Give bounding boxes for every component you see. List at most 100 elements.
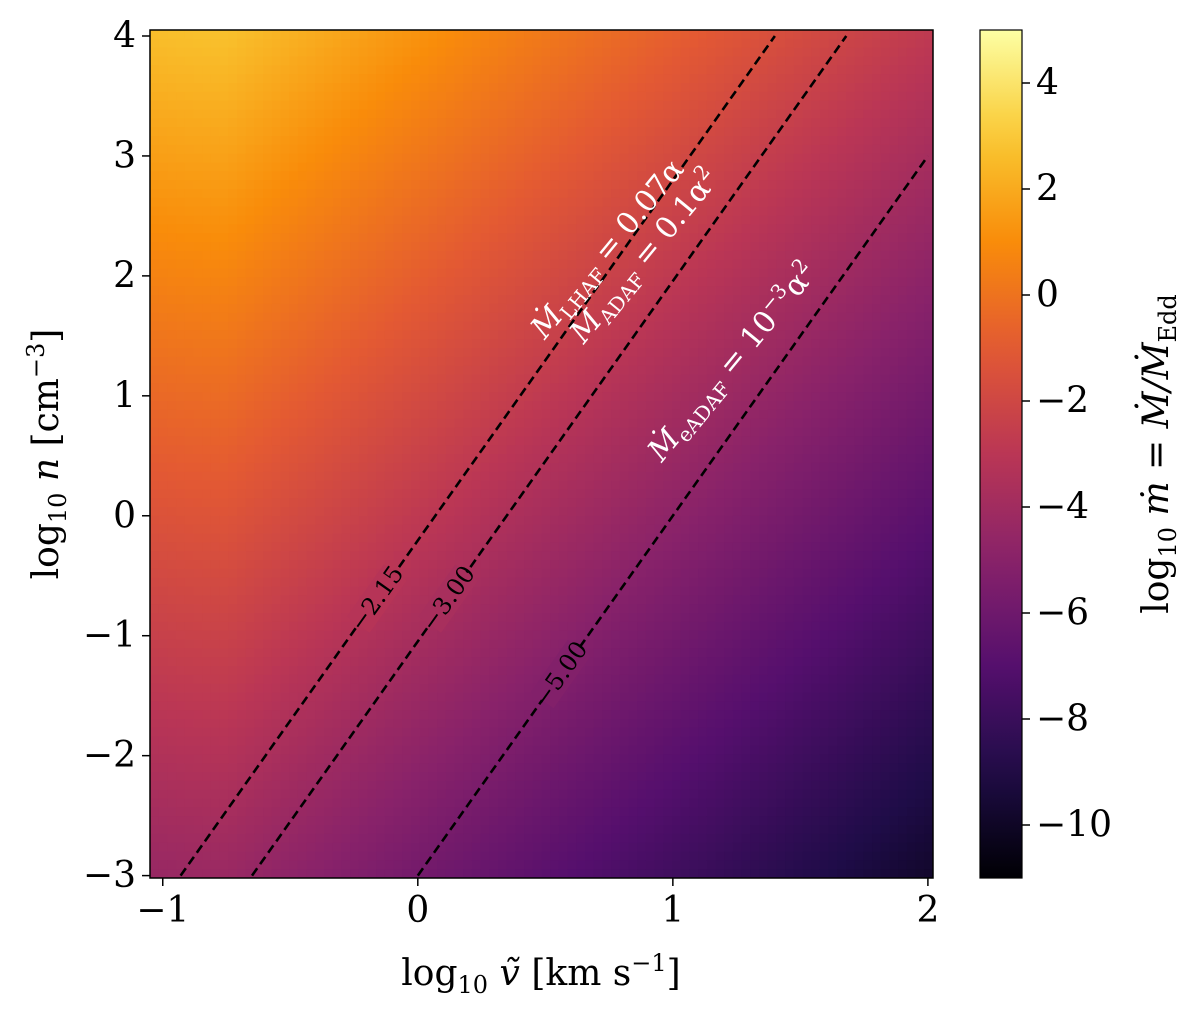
heatmap-cell bbox=[437, 109, 447, 119]
heatmap-cell bbox=[428, 118, 438, 128]
heatmap-cell bbox=[480, 719, 490, 729]
heatmap-cell bbox=[576, 604, 586, 614]
heatmap-cell bbox=[271, 100, 282, 111]
heatmap-cell bbox=[411, 533, 421, 543]
heatmap-cell bbox=[463, 666, 473, 676]
heatmap-cell bbox=[341, 365, 351, 376]
heatmap-cell bbox=[419, 560, 429, 570]
heatmap-cell bbox=[567, 683, 577, 694]
heatmap-cell bbox=[341, 418, 351, 429]
heatmap-cell bbox=[167, 189, 177, 199]
heatmap-cell bbox=[237, 524, 247, 535]
heatmap-cell bbox=[367, 127, 377, 137]
heatmap-cell bbox=[428, 657, 438, 667]
heatmap-cell bbox=[315, 392, 325, 402]
heatmap-cell bbox=[593, 295, 603, 305]
heatmap-cell bbox=[306, 74, 316, 84]
heatmap-cell bbox=[532, 745, 543, 755]
heatmap-cell bbox=[576, 250, 586, 261]
heatmap-cell bbox=[341, 401, 351, 411]
heatmap-cell bbox=[219, 277, 229, 287]
heatmap-cell bbox=[297, 604, 308, 614]
heatmap-cell bbox=[193, 427, 203, 437]
heatmap-cell bbox=[150, 639, 160, 649]
heatmap-cell bbox=[419, 189, 429, 199]
heatmap-cell bbox=[402, 224, 412, 234]
heatmap-cell bbox=[506, 657, 516, 667]
heatmap-cell bbox=[263, 418, 273, 429]
heatmap-cell bbox=[237, 233, 247, 243]
heatmap-cell bbox=[237, 454, 247, 464]
heatmap-cell bbox=[184, 666, 195, 676]
heatmap-cell bbox=[306, 427, 316, 437]
heatmap-cell bbox=[158, 303, 168, 314]
heatmap-cell bbox=[210, 206, 221, 217]
heatmap-cell bbox=[150, 303, 160, 314]
heatmap-cell bbox=[358, 630, 369, 641]
heatmap-cell bbox=[280, 427, 290, 437]
heatmap-cell bbox=[210, 798, 221, 808]
heatmap-cell bbox=[445, 365, 456, 376]
heatmap-cell bbox=[193, 613, 203, 623]
heatmap-cell bbox=[567, 825, 577, 835]
heatmap-cell bbox=[332, 630, 342, 641]
heatmap-cell bbox=[332, 542, 342, 552]
heatmap-cell bbox=[184, 427, 195, 437]
heatmap-cell bbox=[280, 586, 290, 596]
heatmap-cell bbox=[176, 83, 186, 93]
heatmap-cell bbox=[219, 171, 229, 181]
heatmap-cell bbox=[245, 30, 255, 40]
heatmap-cell bbox=[254, 242, 264, 252]
heatmap-cell bbox=[289, 445, 299, 455]
heatmap-cell bbox=[393, 127, 403, 137]
heatmap-cell bbox=[428, 471, 438, 482]
heatmap-cell bbox=[245, 153, 255, 164]
heatmap-cell bbox=[384, 56, 395, 66]
heatmap-cell bbox=[393, 454, 403, 464]
heatmap-cell bbox=[454, 330, 464, 340]
heatmap-cell bbox=[515, 586, 525, 596]
heatmap-cell bbox=[271, 816, 282, 826]
heatmap-cell bbox=[219, 418, 229, 429]
heatmap-cell bbox=[341, 692, 351, 702]
heatmap-cell bbox=[280, 180, 290, 190]
heatmap-cell bbox=[263, 745, 273, 755]
heatmap-cell bbox=[245, 524, 255, 535]
heatmap-cell bbox=[332, 224, 342, 234]
heatmap-cell bbox=[550, 736, 560, 747]
heatmap-cell bbox=[532, 100, 543, 111]
heatmap-cell bbox=[245, 38, 255, 49]
heatmap-cell bbox=[324, 348, 334, 358]
heatmap-cell bbox=[593, 577, 603, 588]
heatmap-cell bbox=[524, 180, 534, 190]
heatmap-cell bbox=[515, 807, 525, 817]
heatmap-cell bbox=[384, 657, 395, 667]
heatmap-cell bbox=[506, 189, 516, 199]
heatmap-cell bbox=[150, 701, 160, 711]
heatmap-cell bbox=[376, 242, 386, 252]
heatmap-cell bbox=[176, 374, 186, 384]
heatmap-cell bbox=[237, 666, 247, 676]
heatmap-cell bbox=[193, 719, 203, 729]
heatmap-cell bbox=[541, 401, 551, 411]
heatmap-cell bbox=[471, 83, 482, 93]
heatmap-cell bbox=[341, 630, 351, 641]
heatmap-cell bbox=[297, 692, 308, 702]
heatmap-cell bbox=[567, 533, 577, 543]
heatmap-cell bbox=[158, 613, 168, 623]
heatmap-cell bbox=[332, 330, 342, 340]
heatmap-cell bbox=[585, 613, 595, 623]
heatmap-cell bbox=[506, 666, 516, 676]
heatmap-cell bbox=[445, 312, 456, 323]
heatmap-cell bbox=[367, 144, 377, 155]
heatmap-cell bbox=[393, 727, 403, 738]
heatmap-cell bbox=[558, 577, 569, 588]
heatmap-cell bbox=[550, 551, 560, 561]
heatmap-cell bbox=[297, 30, 308, 40]
heatmap-cell bbox=[341, 507, 351, 517]
heatmap-cell bbox=[271, 727, 282, 738]
heatmap-cell bbox=[350, 277, 360, 287]
heatmap-cell bbox=[210, 38, 221, 49]
heatmap-cell bbox=[550, 568, 560, 579]
heatmap-cell bbox=[219, 445, 229, 455]
